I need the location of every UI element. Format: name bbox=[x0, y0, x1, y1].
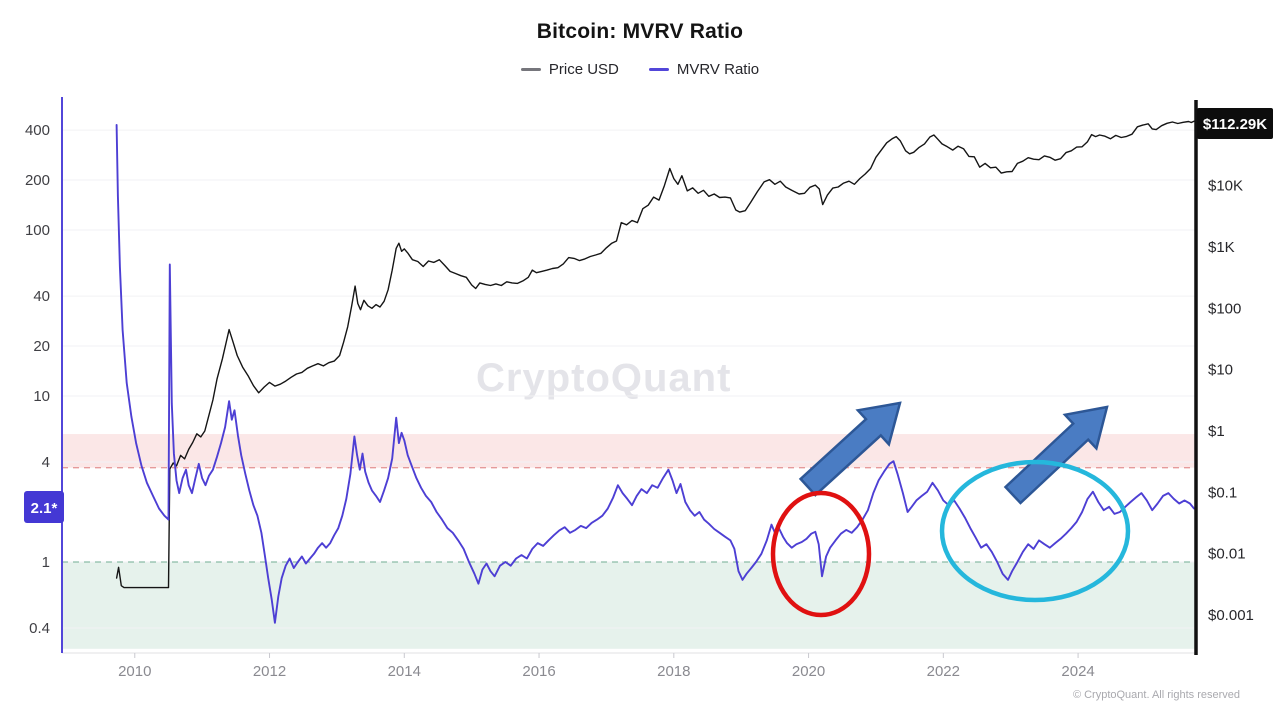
y-axis-left-tick-label: 20 bbox=[33, 338, 50, 355]
x-axis-tick-label: 2012 bbox=[253, 663, 286, 680]
y-axis-left-tick-label: 1 bbox=[42, 554, 50, 571]
legend-label-mvrv: MVRV Ratio bbox=[676, 61, 760, 78]
mvrv-legend-dash-icon bbox=[648, 68, 669, 71]
x-axis-tick-label: 2014 bbox=[388, 663, 421, 680]
y-axis-left-tick-label: 200 bbox=[25, 172, 50, 189]
last-price-badge-label: $112.29K bbox=[1203, 116, 1267, 133]
x-axis-tick-label: 2010 bbox=[118, 663, 151, 680]
x-axis-tick-label: 2018 bbox=[657, 663, 690, 680]
last-price-badge bbox=[1197, 108, 1273, 139]
y-axis-right-tick-label: $0.01 bbox=[1208, 546, 1246, 563]
y-axis-right-tick-label: $1K bbox=[1208, 239, 1235, 256]
watermark: CryptoQuant bbox=[476, 356, 731, 400]
legend-item-mvrv[interactable]: MVRV Ratio bbox=[648, 61, 760, 78]
price-series-line bbox=[115, 120, 1195, 589]
y-axis-right-tick-label: $10K bbox=[1208, 178, 1243, 195]
price-legend-dash-icon bbox=[520, 68, 541, 71]
y-axis-right-tick-label: $1 bbox=[1208, 423, 1225, 440]
x-axis-tick-label: 2022 bbox=[927, 663, 960, 680]
red-circle-annotation bbox=[770, 490, 872, 618]
y-axis-right-tick-label: $0.001 bbox=[1208, 607, 1254, 624]
undervalued-band bbox=[62, 561, 1196, 649]
up-arrow-annotation-2 bbox=[1003, 405, 1109, 505]
page-title: Bitcoin: MVRV Ratio bbox=[536, 20, 744, 43]
y-axis-left-tick-label: 100 bbox=[25, 222, 50, 239]
legend: Price USD MVRV Ratio bbox=[0, 61, 1280, 78]
current-mvrv-badge-label: 2.1* bbox=[31, 500, 58, 517]
y-axis-left-tick-label: 40 bbox=[33, 288, 50, 305]
y-axis-right-tick-label: $0.1 bbox=[1208, 484, 1237, 501]
x-axis-tick-label: 2020 bbox=[792, 663, 825, 680]
y-axis-right-tick-label: $100 bbox=[1208, 300, 1241, 317]
y-axis-left-tick-label: 10 bbox=[33, 388, 50, 405]
y-axis-left-tick-label: 400 bbox=[25, 122, 50, 139]
x-axis-tick-label: 2024 bbox=[1061, 663, 1094, 680]
x-axis-tick-label: 2016 bbox=[522, 663, 555, 680]
mvrv-series-line bbox=[115, 123, 1195, 624]
y-axis-left-tick-label: 0.4 bbox=[29, 620, 50, 637]
current-mvrv-badge bbox=[24, 491, 64, 523]
y-axis-left-tick-label: 4 bbox=[42, 454, 50, 471]
up-arrow-annotation-1 bbox=[798, 401, 902, 497]
legend-label-price: Price USD bbox=[548, 61, 619, 78]
legend-item-price[interactable]: Price USD bbox=[520, 61, 619, 78]
cyan-circle-annotation bbox=[939, 459, 1131, 603]
copyright-text: © CryptoQuant. All rights reserved bbox=[1072, 689, 1240, 701]
y-axis-right-tick-label: $10 bbox=[1208, 362, 1233, 379]
